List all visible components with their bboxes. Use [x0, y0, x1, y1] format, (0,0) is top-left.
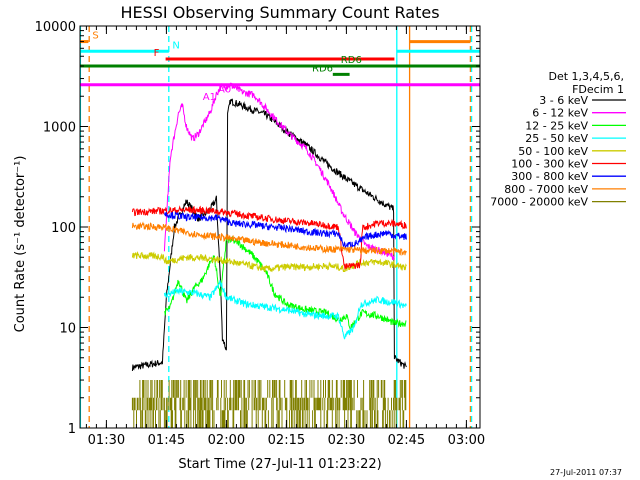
series-2-line [163, 235, 407, 332]
series-7-line [131, 221, 407, 257]
timestamp: 27-Jul-2011 07:37 [550, 468, 622, 477]
legend-label-2: 12 - 25 keV [525, 119, 588, 132]
series-5-line [131, 205, 407, 271]
legend-label-0: 3 - 6 keV [539, 94, 588, 107]
legend-header-line-2: FDecim 1 [572, 83, 624, 96]
x-tick-label-3: 02:15 [268, 433, 305, 448]
series-3-line [163, 280, 407, 340]
x-tick-label-4: 02:30 [328, 433, 365, 448]
flag-label-2: N [172, 40, 179, 51]
attenuator-label-0: A1 [203, 92, 216, 103]
series-6-line [163, 211, 407, 249]
legend-label-5: 100 - 300 keV [511, 158, 588, 171]
legend-header-line-1: Det 1,3,4,5,6, [548, 70, 624, 83]
legend-label-1: 6 - 12 keV [532, 107, 588, 120]
flag-label-0: S [92, 31, 98, 42]
series-1-line [163, 82, 395, 260]
legend-label-6: 300 - 800 keV [511, 170, 588, 183]
legend-label-7: 800 - 7000 keV [504, 183, 588, 196]
flag-label-6: RD6 [312, 63, 333, 74]
y-tick-label-1: 10 [59, 322, 76, 337]
x-tick-label-2: 02:00 [208, 433, 245, 448]
x-tick-label-5: 02:45 [388, 433, 425, 448]
y-tick-label-0: 1 [68, 422, 76, 437]
x-tick-label-0: 01:30 [88, 433, 125, 448]
series-4-line [131, 251, 407, 273]
legend-label-3: 25 - 50 keV [525, 132, 588, 145]
flag-label-4: F [154, 48, 160, 59]
flag-label-5: RD6 [341, 55, 362, 66]
series-8-line [131, 380, 407, 428]
y-tick-label-4: 10000 [35, 20, 76, 35]
y-tick-label-3: 1000 [43, 121, 76, 136]
x-tick-label-1: 01:45 [148, 433, 185, 448]
axes: 01:30 01:45 02:00 02:15 02:30 02:45 03:00 1 10 10… [35, 20, 485, 448]
y-axis-label: Count Rate (s⁻¹ detector⁻¹) [13, 156, 28, 333]
x-axis-label: Start Time (27-Jul-11 01:23:22) [178, 457, 381, 472]
legend-label-4: 50 - 100 keV [518, 145, 588, 158]
chart-title: HESSI Observing Summary Count Rates [120, 3, 439, 22]
y-tick-label-2: 100 [51, 221, 76, 236]
attenuator-label-1: A0 [218, 84, 231, 95]
x-tick-label-6: 03:00 [448, 433, 485, 448]
legend-label-8: 7000 - 20000 keV [490, 196, 588, 209]
